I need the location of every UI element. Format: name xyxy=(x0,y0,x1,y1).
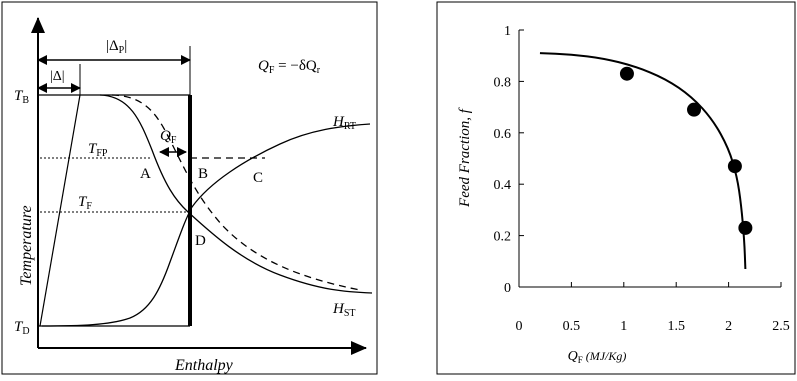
x-ticks: 0 0.5 1 1.5 2 2.5 xyxy=(516,282,790,334)
dashed-curve xyxy=(111,94,361,291)
point-c-label: C xyxy=(253,170,263,186)
y-tick-label: 0 xyxy=(504,281,511,296)
hst-curve xyxy=(99,94,373,294)
left-panel-border xyxy=(1,1,378,375)
x-tick-label: 2.5 xyxy=(772,319,790,334)
qf-label: QF xyxy=(160,128,177,146)
y-ticks: 0 0.2 0.4 0.6 0.8 1 xyxy=(494,24,524,296)
point-b-label: B xyxy=(198,166,208,182)
hrt-label: HRT xyxy=(332,114,356,132)
fit-curve-line xyxy=(539,52,747,270)
y-tick-label: 1 xyxy=(504,24,511,39)
hrt-curve xyxy=(41,123,371,327)
data-point xyxy=(619,66,634,81)
x-tick-label: 0.5 xyxy=(563,319,581,334)
x-tick-label: 0 xyxy=(516,319,523,334)
enthalpy-axis-label: Enthalpy xyxy=(174,357,234,374)
y-tick-label: 0.6 xyxy=(494,127,512,142)
x-axis-label: QF (MJ/Kg) xyxy=(568,349,627,365)
y-tick-label: 0.2 xyxy=(494,230,512,245)
y-tick-label: 0.4 xyxy=(494,178,512,193)
delta-label: |Δ| xyxy=(50,69,65,84)
tfp-label: TFP xyxy=(88,141,108,159)
y-tick-label: 0.8 xyxy=(494,75,512,90)
data-points xyxy=(619,66,753,235)
hst-label: HST xyxy=(332,301,356,319)
y-axis-label: Feed Fraction, f xyxy=(457,107,473,208)
point-a-label: A xyxy=(140,166,151,182)
x-tick-label: 1 xyxy=(620,319,627,334)
enthalpy-temperature-diagram: |ΔP| |Δ| QF = −δQr TB TD TFP TF QF HRT H… xyxy=(1,1,378,375)
temperature-axis-label: Temperature xyxy=(18,205,35,286)
x-tick-label: 2 xyxy=(725,319,732,334)
feed-fraction-chart: 0 0.2 0.4 0.6 0.8 1 0 0.5 1 1.5 2 2.5 Feed Fractio… xyxy=(436,1,796,375)
data-point xyxy=(727,159,742,174)
formula-label: QF = −δQr xyxy=(258,58,321,76)
feed-line xyxy=(39,94,81,327)
point-d-label: D xyxy=(195,233,206,249)
tf-label: TF xyxy=(78,194,92,212)
delta-p-label: |ΔP| xyxy=(106,38,127,56)
td-label: TD xyxy=(14,319,30,337)
data-point xyxy=(738,220,753,235)
x-tick-label: 1.5 xyxy=(667,319,685,334)
right-panel-border xyxy=(436,1,796,375)
data-point xyxy=(687,102,702,117)
tb-label: TB xyxy=(14,88,29,106)
